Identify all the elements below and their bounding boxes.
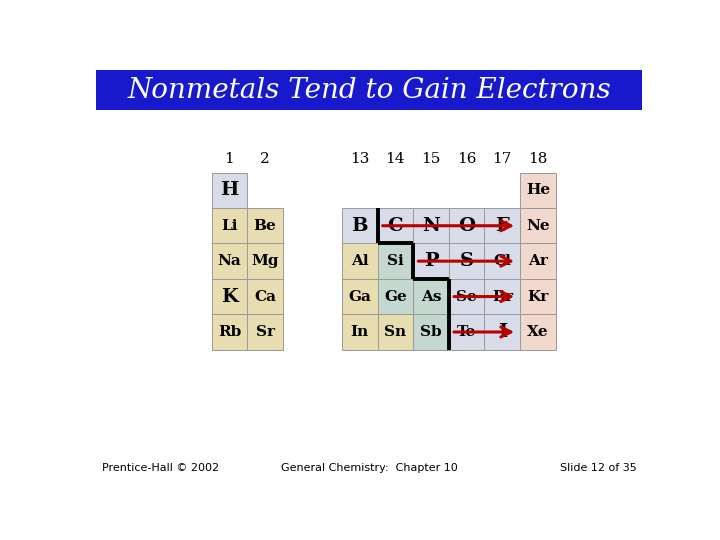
Text: In: In: [351, 325, 369, 339]
Bar: [248, 314, 283, 350]
Text: Ne: Ne: [526, 219, 550, 233]
Text: Ge: Ge: [384, 289, 407, 303]
Text: K: K: [221, 288, 238, 306]
Text: C: C: [387, 217, 403, 235]
Text: F: F: [495, 217, 509, 235]
Text: 2: 2: [260, 152, 270, 166]
Bar: [377, 208, 413, 244]
Text: Be: Be: [253, 219, 276, 233]
Bar: [413, 279, 449, 314]
Bar: [212, 208, 248, 244]
Text: 14: 14: [386, 152, 405, 166]
Text: S: S: [459, 252, 474, 270]
Bar: [342, 279, 377, 314]
Text: General Chemistry:  Chapter 10: General Chemistry: Chapter 10: [281, 462, 457, 472]
Text: Sb: Sb: [420, 325, 442, 339]
Bar: [377, 244, 413, 279]
Bar: [377, 314, 413, 350]
Text: 16: 16: [457, 152, 477, 166]
Bar: [520, 173, 556, 208]
Text: Ga: Ga: [348, 289, 371, 303]
Text: Nonmetals Tend to Gain Electrons: Nonmetals Tend to Gain Electrons: [127, 77, 611, 104]
Text: Br: Br: [492, 289, 513, 303]
Bar: [485, 208, 520, 244]
Text: Li: Li: [221, 219, 238, 233]
Bar: [342, 314, 377, 350]
Text: Te: Te: [457, 325, 476, 339]
Text: P: P: [423, 252, 438, 270]
Text: Cl: Cl: [493, 254, 511, 268]
Bar: [520, 244, 556, 279]
Bar: [449, 279, 485, 314]
Text: 1: 1: [225, 152, 235, 166]
Bar: [449, 314, 485, 350]
Text: As: As: [420, 289, 441, 303]
Bar: [212, 173, 248, 208]
Bar: [212, 279, 248, 314]
Bar: [96, 70, 642, 110]
Bar: [248, 208, 283, 244]
Text: Se: Se: [456, 289, 477, 303]
Text: Sr: Sr: [256, 325, 274, 339]
Text: Mg: Mg: [251, 254, 279, 268]
Bar: [413, 208, 449, 244]
Text: 17: 17: [492, 152, 512, 166]
Text: Na: Na: [217, 254, 241, 268]
Bar: [248, 279, 283, 314]
Text: Si: Si: [387, 254, 404, 268]
Bar: [485, 279, 520, 314]
Bar: [520, 208, 556, 244]
Bar: [413, 314, 449, 350]
Bar: [449, 244, 485, 279]
Text: N: N: [422, 217, 440, 235]
Bar: [342, 208, 377, 244]
Text: Sn: Sn: [384, 325, 406, 339]
Text: H: H: [220, 181, 239, 199]
Text: Xe: Xe: [527, 325, 549, 339]
Bar: [413, 244, 449, 279]
Text: O: O: [458, 217, 475, 235]
Text: I: I: [498, 323, 507, 341]
Text: He: He: [526, 183, 550, 197]
Bar: [520, 279, 556, 314]
Text: 15: 15: [421, 152, 441, 166]
Text: 13: 13: [350, 152, 369, 166]
Text: Ca: Ca: [254, 289, 276, 303]
Bar: [485, 244, 520, 279]
Text: Al: Al: [351, 254, 369, 268]
Bar: [248, 244, 283, 279]
Text: Kr: Kr: [527, 289, 549, 303]
Bar: [342, 244, 377, 279]
Bar: [485, 314, 520, 350]
Bar: [377, 279, 413, 314]
Bar: [520, 314, 556, 350]
Text: 18: 18: [528, 152, 548, 166]
Text: Ar: Ar: [528, 254, 548, 268]
Text: Slide 12 of 35: Slide 12 of 35: [559, 462, 636, 472]
Text: Rb: Rb: [218, 325, 241, 339]
Bar: [449, 208, 485, 244]
Text: B: B: [351, 217, 368, 235]
Bar: [212, 314, 248, 350]
Text: Prentice-Hall © 2002: Prentice-Hall © 2002: [102, 462, 219, 472]
Bar: [212, 244, 248, 279]
